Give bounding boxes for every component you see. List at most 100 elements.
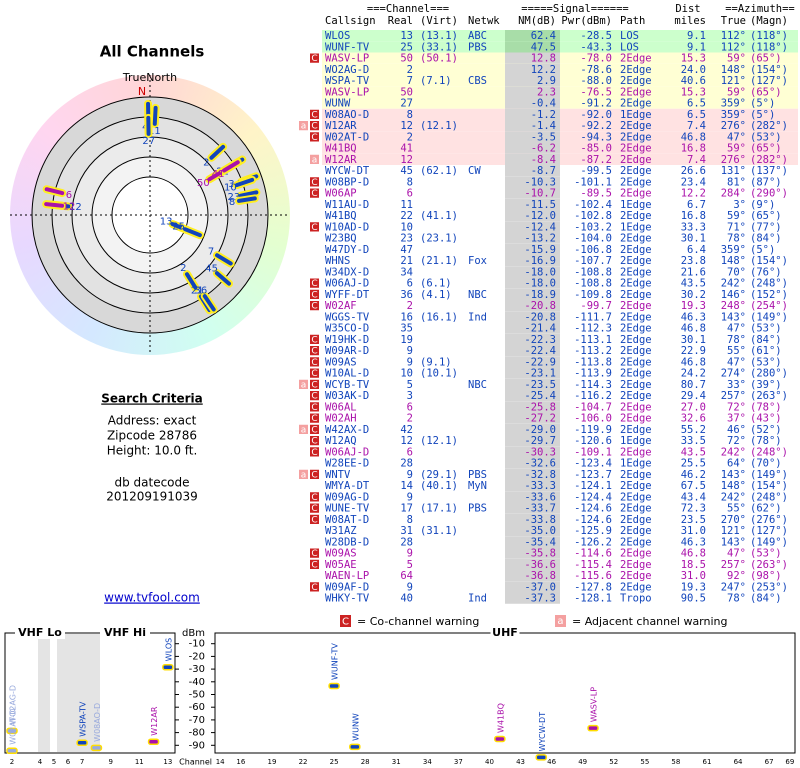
vhf-box [4, 632, 176, 754]
cell: 50 [400, 53, 413, 65]
flag: a [301, 425, 307, 435]
cell: 6 [407, 278, 413, 290]
nm-cell-bg [505, 311, 560, 323]
cell: Fox [468, 255, 487, 267]
signal-bar [6, 747, 18, 755]
cell: 2Edge [620, 154, 652, 166]
cell: 2Edge [620, 311, 652, 323]
cell: WUNE-TV [325, 503, 370, 515]
flag: a [312, 155, 318, 165]
cell: 359° [721, 109, 746, 121]
nm-cell-bg [505, 108, 560, 120]
cell: 34 [400, 266, 413, 278]
cell: -20.8 [524, 300, 556, 312]
nm-cell-bg [505, 41, 560, 53]
cell: W08AO-D [325, 109, 369, 121]
cell: W41BQ [325, 210, 357, 222]
flag: a [301, 470, 307, 480]
column-header: (Magn) [750, 15, 788, 27]
flag: C [311, 437, 317, 447]
signal-bar [147, 738, 160, 745]
cell: 13 [400, 30, 413, 42]
nm-cell-bg [505, 446, 560, 458]
cell: WHNS [325, 255, 350, 267]
cell: (152°) [750, 289, 788, 301]
cell: 112° [721, 30, 746, 42]
cell: 2 [407, 300, 413, 312]
flag: C [311, 560, 317, 570]
cell: -124.6 [574, 514, 612, 526]
station-label: 6 [66, 190, 72, 201]
cell: -6.2 [531, 143, 556, 155]
cell: (127°) [750, 75, 788, 87]
cell: 2 [407, 131, 413, 143]
cell: WSPA-TV [325, 75, 370, 87]
cell: Ind [468, 593, 487, 605]
cell: 2Edge [620, 525, 652, 537]
nm-cell-bg [505, 547, 560, 559]
flag-box [310, 447, 319, 457]
cell: -23.5 [524, 379, 556, 391]
cell: -25.4 [524, 390, 556, 402]
nm-cell-bg [505, 435, 560, 447]
cell: -12.0 [524, 210, 556, 222]
cell: -87.2 [580, 154, 612, 166]
y-tick-label: -60 [189, 702, 205, 713]
db-value: 201209191039 [106, 490, 198, 504]
panel-title: UHF [492, 626, 518, 639]
cell: (41.1) [420, 210, 458, 222]
cell: W02AT-D [325, 131, 369, 143]
cell: (4.1) [420, 289, 452, 301]
cell: 2Edge [620, 64, 652, 76]
flag: a [301, 380, 307, 390]
search-height: Height: 10.0 ft. [107, 444, 198, 458]
cell: NBC [468, 379, 487, 391]
nm-cell-bg [505, 176, 560, 188]
cell: MyN [468, 480, 487, 492]
cell: -114.3 [574, 379, 612, 391]
cell: 2Edge [620, 536, 652, 548]
site-link[interactable]: www.tvfool.com [104, 591, 200, 605]
flag-box [310, 514, 319, 524]
cell: 81° [727, 176, 746, 188]
cell: 71° [727, 221, 746, 233]
cell: (21.1) [420, 255, 458, 267]
cell: -89.5 [580, 188, 612, 200]
nm-cell-bg [505, 75, 560, 87]
cell: 2Edge [620, 278, 652, 290]
flag: C [311, 223, 317, 233]
cell: 2Edge [620, 401, 652, 413]
cell: (253°) [750, 581, 788, 593]
cell: 2Edge [620, 323, 652, 335]
cell: -1.4 [531, 120, 556, 132]
cell: -8.4 [531, 154, 556, 166]
cell: 22.9 [681, 345, 706, 357]
cell: -104.0 [574, 233, 612, 245]
cell: 276° [721, 120, 746, 132]
x-tick-label: 5 [52, 758, 56, 766]
db-label: db datecode [114, 476, 189, 490]
signal-bar [6, 727, 18, 735]
cell: -111.7 [574, 311, 612, 323]
flag: C [311, 290, 317, 300]
search-title: Search Criteria [101, 392, 202, 406]
cell: -107.7 [574, 255, 612, 267]
flag: C [311, 392, 317, 402]
cell: (149°) [750, 311, 788, 323]
nm-cell-bg [505, 277, 560, 289]
column-header: Callsign [325, 15, 376, 27]
cell: 46.2 [681, 469, 706, 481]
co-icon-box [340, 615, 351, 627]
cell: 2 [407, 413, 413, 425]
cell: 2Edge [620, 289, 652, 301]
cell: (70°) [750, 458, 782, 470]
cell: 37° [727, 413, 746, 425]
cell: (52°) [750, 424, 782, 436]
station-mark [238, 190, 259, 198]
cell: -13.2 [524, 233, 556, 245]
flag: C [311, 583, 317, 593]
x-tick-label: 31 [392, 758, 401, 766]
cell: 131° [721, 165, 746, 177]
station-name: W12AR [150, 706, 159, 736]
station-mark [209, 144, 226, 160]
